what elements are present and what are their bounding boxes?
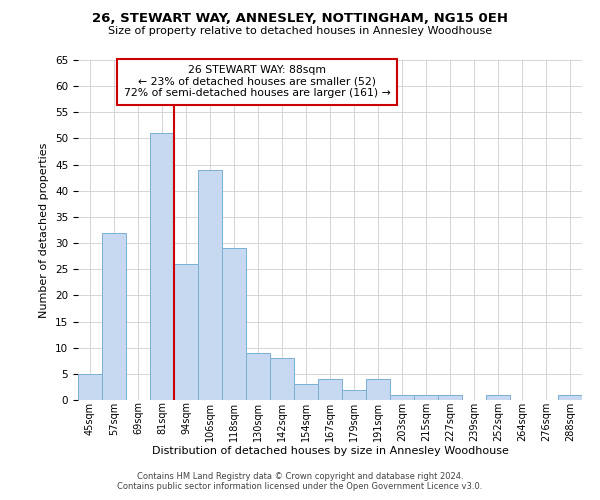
Bar	[558, 395, 582, 400]
Bar	[294, 384, 318, 400]
Y-axis label: Number of detached properties: Number of detached properties	[40, 142, 49, 318]
X-axis label: Distribution of detached houses by size in Annesley Woodhouse: Distribution of detached houses by size …	[152, 446, 508, 456]
Text: Contains HM Land Registry data © Crown copyright and database right 2024.: Contains HM Land Registry data © Crown c…	[137, 472, 463, 481]
Bar	[318, 379, 342, 400]
Bar	[222, 248, 246, 400]
Bar	[438, 395, 462, 400]
Bar	[102, 232, 126, 400]
Bar	[414, 395, 438, 400]
Bar	[246, 353, 270, 400]
Bar	[366, 379, 390, 400]
Text: 26 STEWART WAY: 88sqm
← 23% of detached houses are smaller (52)
72% of semi-deta: 26 STEWART WAY: 88sqm ← 23% of detached …	[124, 65, 390, 98]
Bar	[342, 390, 366, 400]
Bar	[150, 133, 174, 400]
Bar	[198, 170, 222, 400]
Bar	[78, 374, 102, 400]
Bar	[390, 395, 414, 400]
Text: Size of property relative to detached houses in Annesley Woodhouse: Size of property relative to detached ho…	[108, 26, 492, 36]
Bar	[174, 264, 198, 400]
Bar	[486, 395, 510, 400]
Bar	[270, 358, 294, 400]
Text: 26, STEWART WAY, ANNESLEY, NOTTINGHAM, NG15 0EH: 26, STEWART WAY, ANNESLEY, NOTTINGHAM, N…	[92, 12, 508, 26]
Text: Contains public sector information licensed under the Open Government Licence v3: Contains public sector information licen…	[118, 482, 482, 491]
